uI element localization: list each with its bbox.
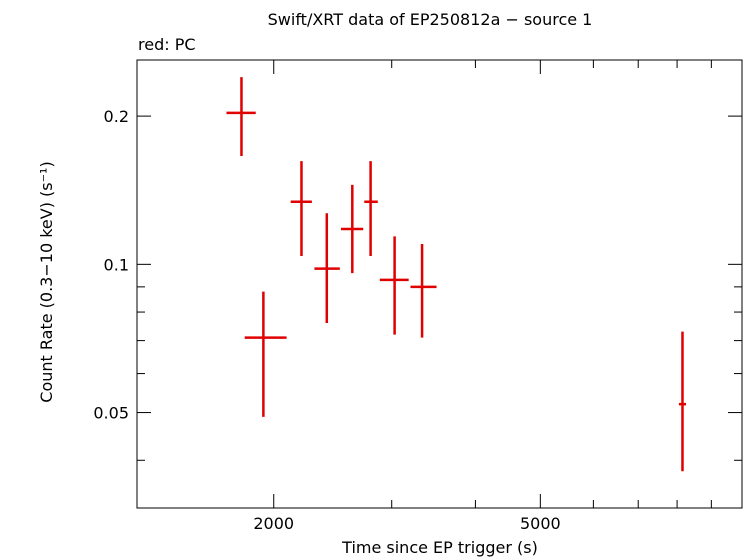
data-point (379, 236, 409, 335)
tick-labels: 2000 5000 0.05 0.1 0.2 (93, 107, 560, 533)
x-axis-label: Time since EP trigger (s) (341, 538, 538, 557)
data-point (314, 213, 340, 324)
data-point (226, 77, 256, 156)
data-point (364, 161, 378, 256)
y-tick-label: 0.2 (104, 107, 129, 126)
chart-subtitle: red: PC (138, 35, 196, 54)
data-point (244, 291, 287, 417)
data-points (226, 77, 687, 472)
x-tick-label: 2000 (253, 514, 294, 533)
y-axis-label: Count Rate (0.3−10 keV) (s⁻¹) (37, 161, 56, 402)
y-tick-label: 0.05 (93, 404, 129, 423)
y-tick-label: 0.1 (104, 255, 129, 274)
data-point (290, 161, 312, 256)
data-point (410, 243, 437, 338)
x-tick-label: 5000 (520, 514, 561, 533)
plot-frame (136, 59, 743, 509)
data-point (678, 331, 687, 472)
axis-ticks (137, 60, 743, 508)
data-point (340, 184, 364, 274)
chart-title: Swift/XRT data of EP250812a − source 1 (268, 10, 593, 29)
